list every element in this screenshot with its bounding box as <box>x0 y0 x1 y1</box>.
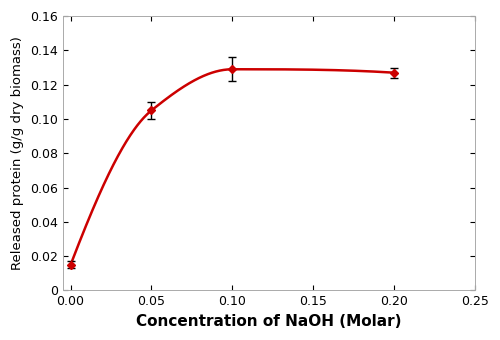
Y-axis label: Released protein (g/g dry biomass): Released protein (g/g dry biomass) <box>11 36 24 270</box>
X-axis label: Concentration of NaOH (Molar): Concentration of NaOH (Molar) <box>136 314 402 329</box>
